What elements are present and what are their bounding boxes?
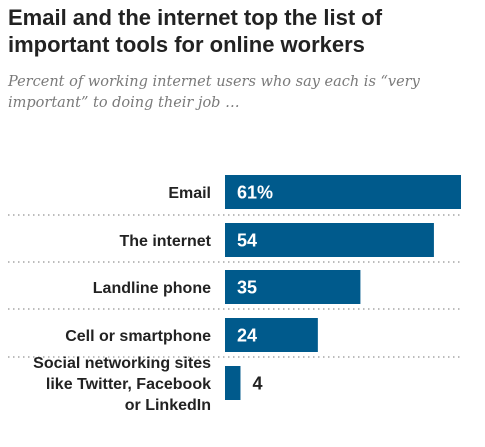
chart-subtitle: Percent of working internet users who sa… [8,74,420,111]
value-label: 4 [252,374,262,394]
chart-title: Email and the internet top the list of i… [8,5,383,57]
value-label: 24 [237,326,257,346]
category-label: Social networking sites like Twitter, Fac… [33,355,211,414]
value-label: 61% [237,183,273,203]
bar [225,223,434,257]
category-label: Cell or smartphone [65,328,211,345]
bar [225,366,241,400]
bar [225,318,318,352]
category-label: Landline phone [93,280,211,297]
category-label: Email [168,185,211,202]
value-label: 35 [237,278,257,298]
bar [225,175,461,209]
category-label: The internet [119,233,211,250]
value-label: 54 [237,231,257,251]
bar [225,270,361,304]
